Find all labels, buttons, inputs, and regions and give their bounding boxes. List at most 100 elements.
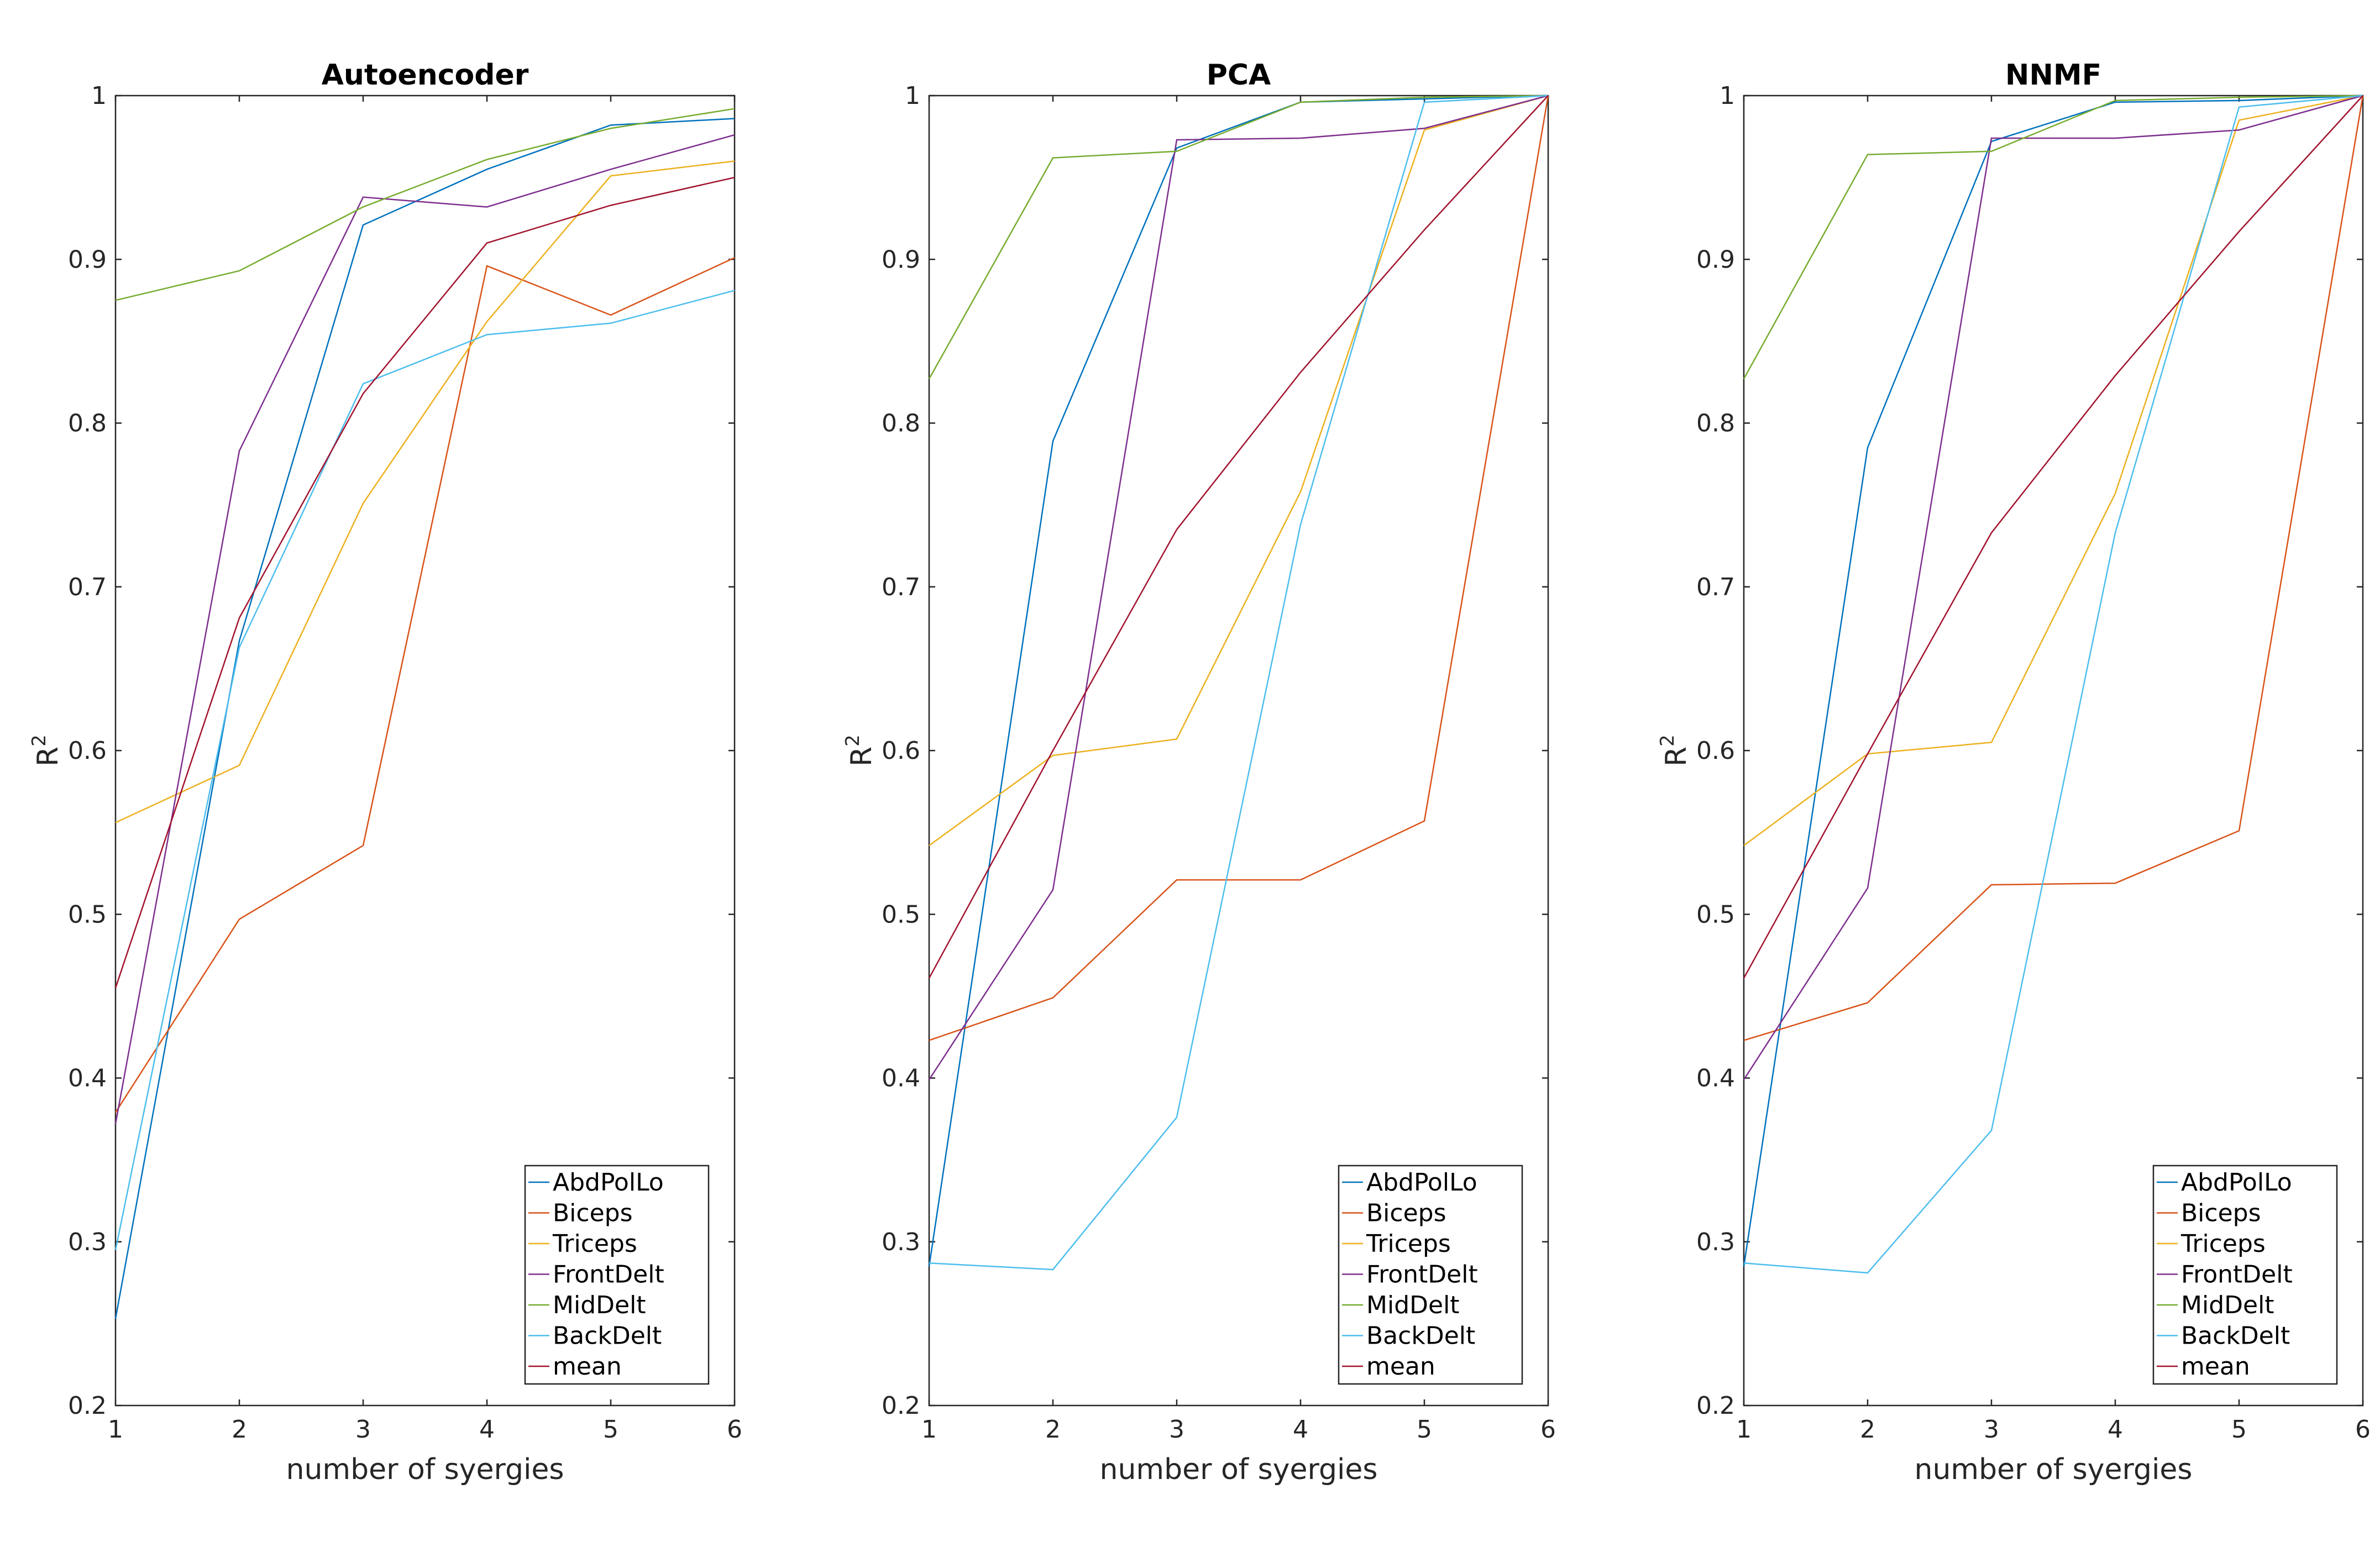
legend-label: mean bbox=[553, 1352, 622, 1381]
series-line-biceps bbox=[114, 257, 735, 1113]
x-tick-label: 6 bbox=[1540, 1415, 1556, 1444]
legend-label: Biceps bbox=[2181, 1199, 2261, 1228]
y-tick-label: 0.8 bbox=[1696, 410, 1735, 438]
legend-label: mean bbox=[2181, 1352, 2250, 1381]
chart-panel-autoencoder: 1 2 3 4 5 6 0.2 0.3 0.4 0.5 0.6 0.7 0.8 0.9 1 Autoencod… bbox=[28, 59, 742, 1486]
y-tick-label: 0.6 bbox=[68, 737, 107, 765]
legend-label: BackDelt bbox=[2181, 1322, 2290, 1350]
y-tick-label: 0.2 bbox=[68, 1392, 107, 1420]
series-line-mean bbox=[928, 95, 1549, 979]
y-tick-label: 0.7 bbox=[1696, 573, 1735, 601]
series-line-middelt bbox=[115, 108, 735, 301]
y-axis-label: R2 bbox=[28, 735, 65, 767]
y-axis-label: R2 bbox=[1656, 735, 1693, 767]
x-tick-label: 4 bbox=[479, 1415, 495, 1444]
y-tick-label: 0.5 bbox=[1696, 900, 1735, 929]
legend-label: FrontDelt bbox=[553, 1261, 664, 1289]
y-tick-label: 0.7 bbox=[882, 573, 920, 601]
series-line-abdpollo bbox=[1743, 95, 2363, 1267]
legend-label: Triceps bbox=[2180, 1230, 2266, 1258]
legend-box bbox=[2152, 1165, 2338, 1385]
x-tick-label: 6 bbox=[727, 1415, 742, 1444]
chart-panel-pca: 1 2 3 4 5 6 0.2 0.3 0.4 0.5 0.6 0.7 0.8 0.9 1 PCA number… bbox=[842, 59, 1556, 1486]
legend-label: Triceps bbox=[552, 1230, 637, 1258]
y-tick-label: 0.9 bbox=[68, 245, 107, 274]
x-tick-label: 2 bbox=[1860, 1415, 1875, 1444]
y-tick-label: 0.4 bbox=[68, 1064, 107, 1093]
legend-label: MidDelt bbox=[553, 1291, 646, 1319]
y-tick-label: 0.2 bbox=[882, 1392, 920, 1420]
x-tick-label: 1 bbox=[1736, 1415, 1752, 1444]
x-tick-label: 2 bbox=[1045, 1415, 1061, 1444]
y-tick-label: 0.3 bbox=[68, 1228, 107, 1256]
series-line-triceps bbox=[1743, 95, 2363, 846]
series-line-backdelt bbox=[1743, 95, 2363, 1274]
series-line-middelt bbox=[1743, 95, 2363, 380]
x-tick-label: 5 bbox=[2231, 1415, 2247, 1444]
legend-label: AbdPolLo bbox=[553, 1168, 664, 1197]
series-line-mean bbox=[1743, 95, 2363, 979]
legend-label: FrontDelt bbox=[1366, 1261, 1478, 1289]
y-tick-label: 0.5 bbox=[882, 900, 920, 929]
series-line-frontdelt bbox=[1743, 95, 2363, 1081]
legend-label: Biceps bbox=[553, 1199, 633, 1228]
series-line-biceps bbox=[1743, 95, 2364, 1041]
x-tick-label: 3 bbox=[1169, 1415, 1184, 1444]
legend-label: BackDelt bbox=[553, 1322, 662, 1350]
series-line-backdelt bbox=[114, 290, 735, 1250]
y-tick-label: 0.4 bbox=[1696, 1064, 1735, 1093]
chart-title: Autoencoder bbox=[322, 59, 529, 92]
legend-label: AbdPolLo bbox=[1366, 1168, 1477, 1197]
y-tick-label: 0.9 bbox=[1696, 245, 1735, 274]
y-tick-label: 0.8 bbox=[882, 410, 920, 438]
series-line-triceps bbox=[929, 95, 1549, 846]
x-axis-label: number of syergies bbox=[1915, 1453, 2193, 1486]
x-tick-label: 1 bbox=[108, 1415, 123, 1444]
x-axis-label: number of syergies bbox=[1100, 1453, 1378, 1486]
y-axis-label-superscript: 2 bbox=[842, 735, 864, 747]
y-tick-label: 0.7 bbox=[68, 573, 107, 601]
x-tick-label: 3 bbox=[355, 1415, 371, 1444]
x-axis-label: number of syergies bbox=[286, 1453, 564, 1486]
legend-label: MidDelt bbox=[1366, 1291, 1460, 1319]
y-axis-label-superscript: 2 bbox=[1656, 735, 1679, 747]
x-tick-label: 2 bbox=[232, 1415, 247, 1444]
y-axis-label: R2 bbox=[842, 735, 878, 767]
series-line-triceps bbox=[115, 160, 735, 824]
series-line-frontdelt bbox=[114, 134, 735, 1124]
legend-box bbox=[1338, 1165, 1523, 1385]
chart-panel-nnmf: 1 2 3 4 5 6 0.2 0.3 0.4 0.5 0.6 0.7 0.8 0.9 1 NNMF numbe… bbox=[1656, 59, 2371, 1486]
x-tick-label: 5 bbox=[603, 1415, 618, 1444]
y-tick-label: 1 bbox=[1720, 82, 1735, 110]
y-tick-label: 0.2 bbox=[1696, 1392, 1735, 1420]
legend-box bbox=[524, 1165, 710, 1385]
y-tick-label: 0.6 bbox=[882, 737, 920, 765]
y-axis-label-superscript: 2 bbox=[28, 735, 50, 747]
y-tick-label: 0.6 bbox=[1696, 737, 1735, 765]
y-tick-label: 0.8 bbox=[68, 410, 107, 438]
series-line-abdpollo bbox=[114, 118, 735, 1319]
chart-title: NNMF bbox=[2005, 59, 2101, 92]
legend-label: FrontDelt bbox=[2181, 1261, 2293, 1289]
chart-title: PCA bbox=[1207, 59, 1271, 92]
y-tick-label: 0.4 bbox=[882, 1064, 920, 1093]
y-tick-label: 0.3 bbox=[1696, 1228, 1735, 1256]
x-tick-label: 4 bbox=[2108, 1415, 2123, 1444]
series-line-mean bbox=[114, 176, 735, 988]
legend-label: BackDelt bbox=[1366, 1322, 1475, 1350]
legend-label: Biceps bbox=[1366, 1199, 1446, 1228]
y-tick-label: 1 bbox=[905, 82, 920, 110]
series-line-biceps bbox=[929, 95, 1549, 1041]
series-line-backdelt bbox=[929, 95, 1549, 1271]
legend-label: MidDelt bbox=[2181, 1291, 2274, 1319]
x-tick-label: 1 bbox=[921, 1415, 937, 1444]
y-tick-label: 0.5 bbox=[68, 900, 107, 929]
legend-label: AbdPolLo bbox=[2181, 1168, 2292, 1197]
legend-label: mean bbox=[1366, 1352, 1435, 1381]
y-tick-label: 0.9 bbox=[882, 245, 920, 274]
x-tick-label: 3 bbox=[1984, 1415, 1999, 1444]
